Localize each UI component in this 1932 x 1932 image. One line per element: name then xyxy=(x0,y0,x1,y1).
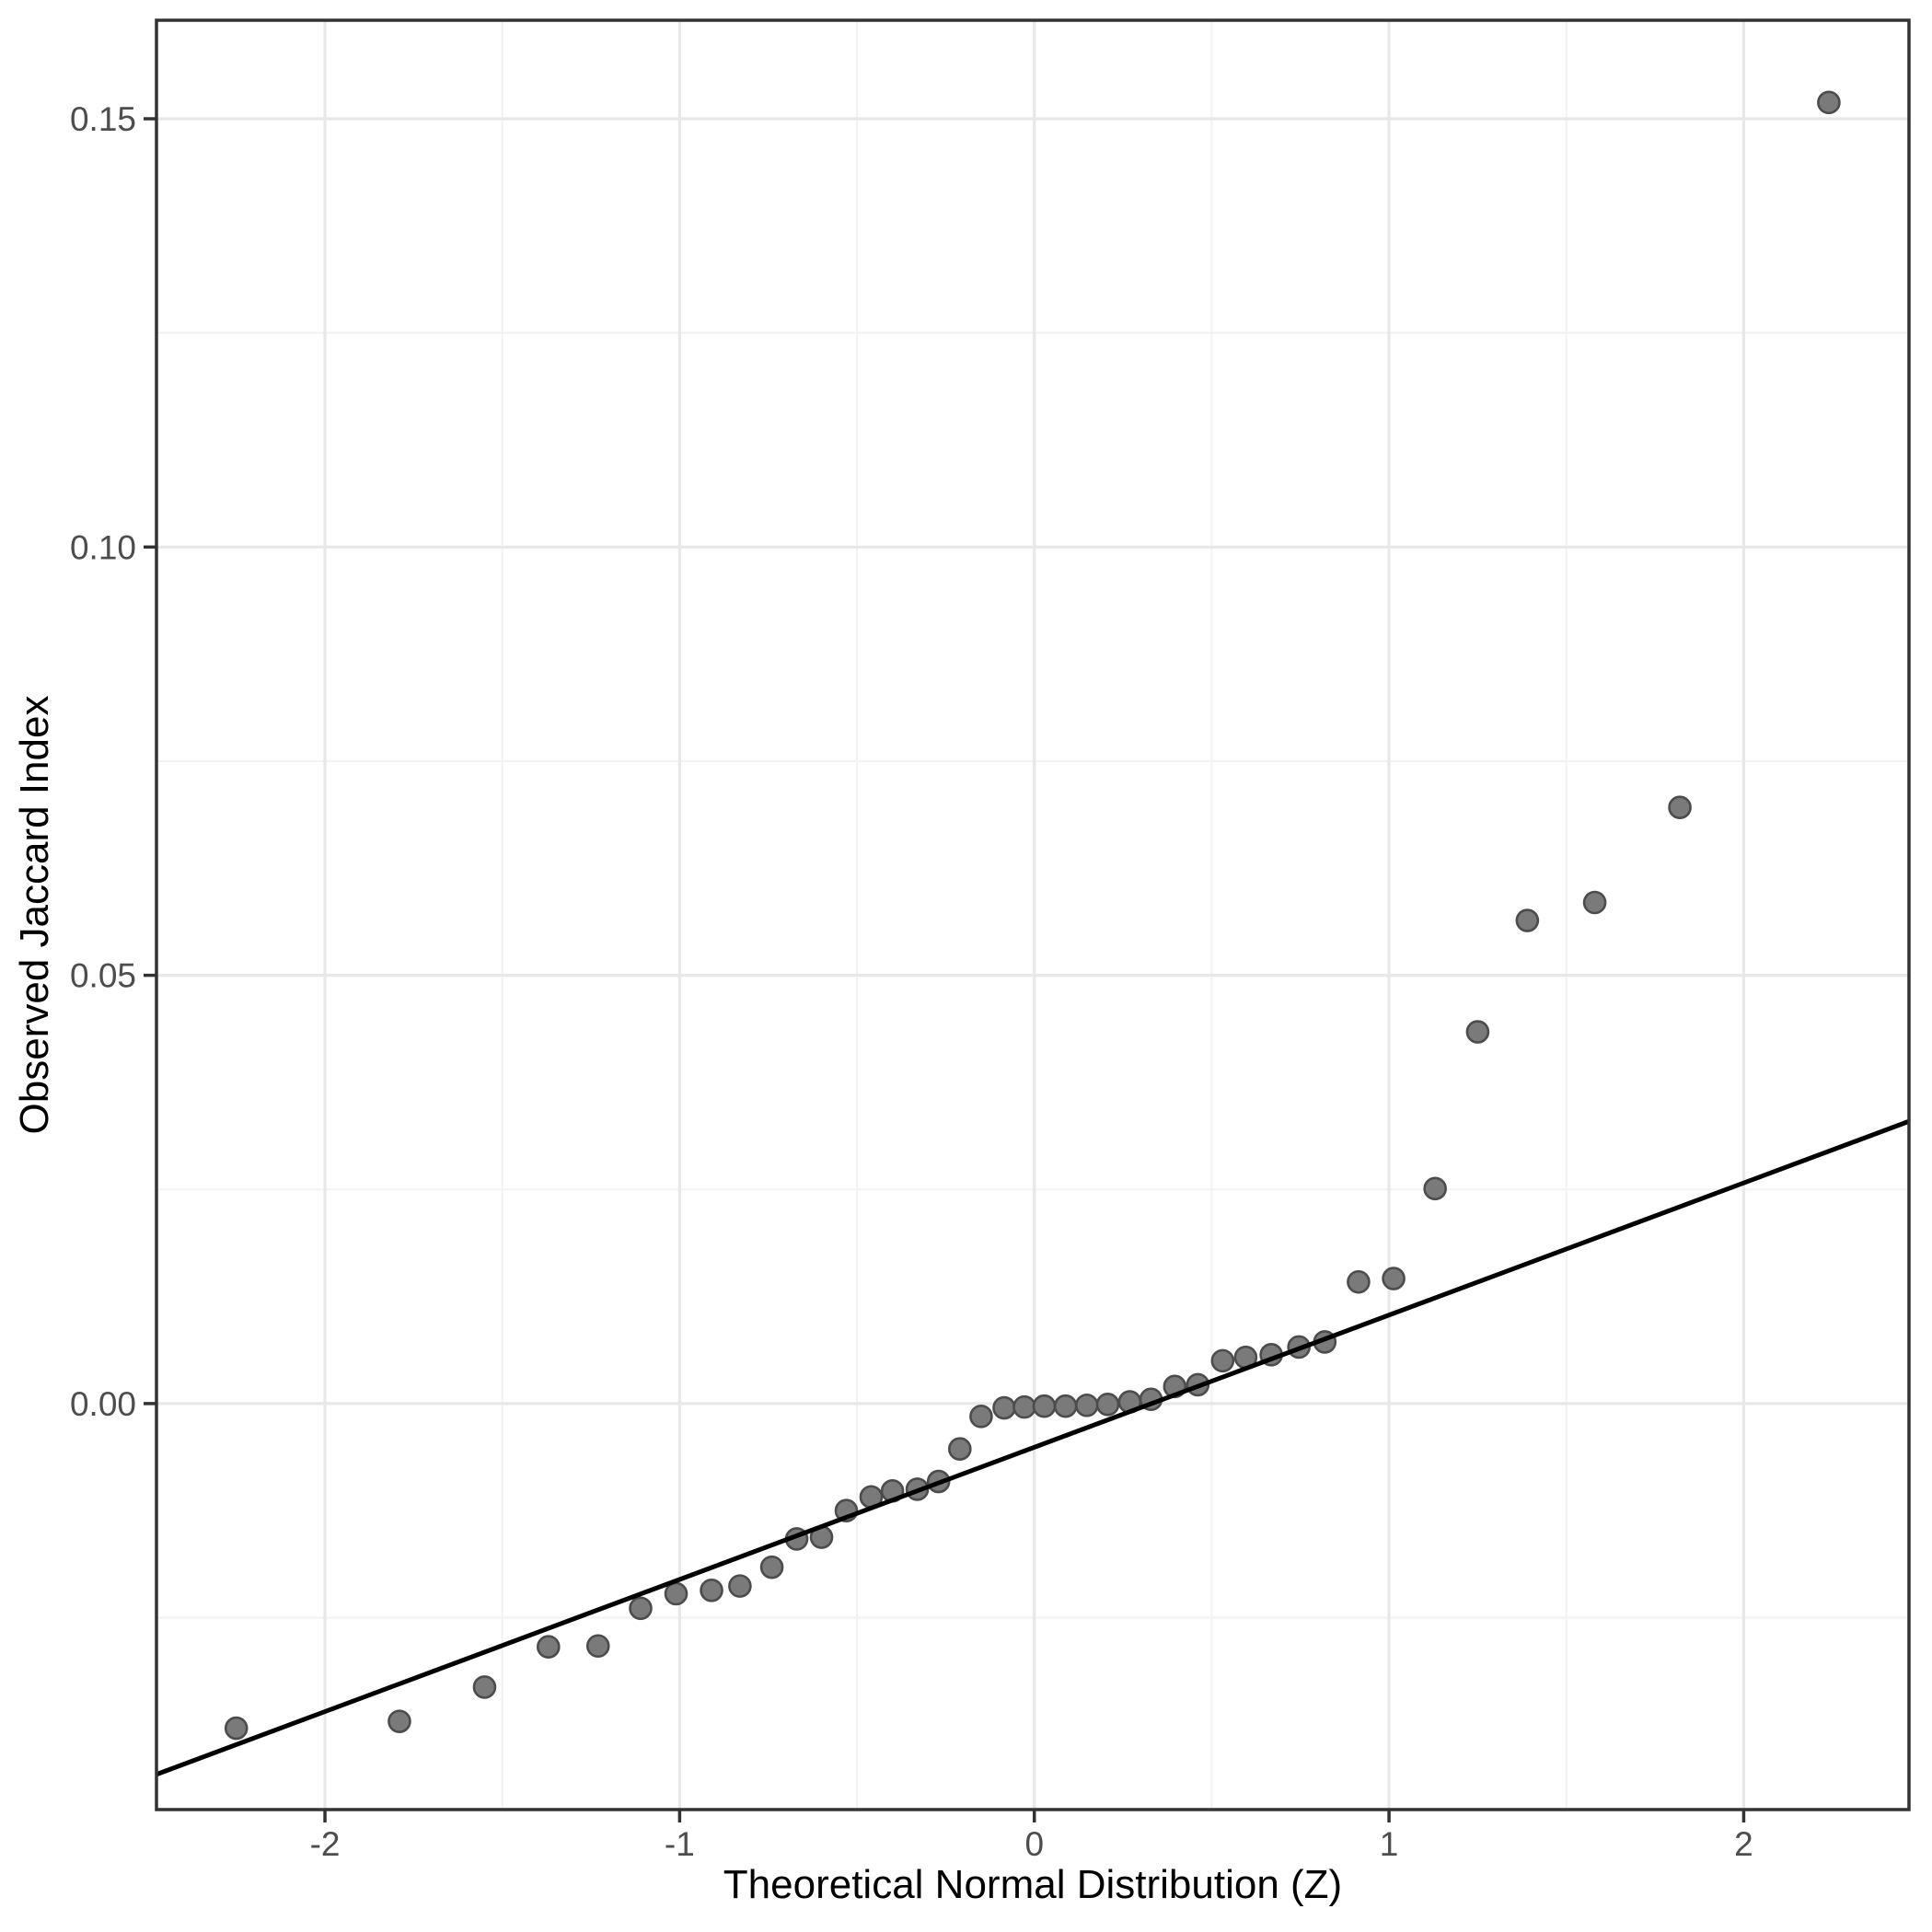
data-points xyxy=(224,90,1841,1741)
data-point xyxy=(992,1395,1016,1420)
data-point xyxy=(728,1574,752,1598)
x-tick-label: 2 xyxy=(1734,1825,1753,1863)
data-point xyxy=(1668,795,1692,820)
data-point xyxy=(1095,1393,1120,1417)
y-tick-label: 0.05 xyxy=(70,957,136,995)
data-point xyxy=(388,1709,411,1733)
data-point xyxy=(1382,1267,1406,1290)
y-tick-label: 0.00 xyxy=(70,1385,136,1423)
minor-gridlines xyxy=(156,20,1909,1810)
x-tick-label: 0 xyxy=(1024,1825,1044,1863)
data-point xyxy=(1582,890,1607,915)
panel-border xyxy=(155,18,1911,1811)
x-tick-label: 1 xyxy=(1380,1825,1399,1863)
data-point xyxy=(585,1634,610,1659)
data-point xyxy=(1210,1348,1235,1373)
data-point xyxy=(472,1675,497,1699)
x-axis-tick-labels: -2 -1 0 1 2 xyxy=(310,1825,1753,1863)
reference-line xyxy=(156,1118,1910,1777)
data-point xyxy=(1053,1394,1078,1418)
y-tick-label: 0.15 xyxy=(70,100,136,138)
x-axis-title: Theoretical Normal Distribution (Z) xyxy=(723,1862,1342,1907)
data-point xyxy=(759,1555,784,1579)
x-tick-label: -2 xyxy=(310,1825,341,1863)
data-point xyxy=(948,1437,972,1462)
x-tick-label: -1 xyxy=(665,1825,695,1863)
y-axis-title: Observed Jaccard Index xyxy=(12,696,57,1135)
data-point xyxy=(1423,1176,1447,1201)
data-point xyxy=(629,1596,653,1621)
data-point xyxy=(1465,1020,1490,1044)
data-point xyxy=(1032,1394,1057,1418)
y-axis-tick-labels: 0.00 0.05 0.10 0.15 xyxy=(70,100,136,1423)
data-point xyxy=(664,1581,688,1606)
data-point xyxy=(1347,1269,1371,1294)
data-point xyxy=(969,1405,993,1429)
data-point xyxy=(224,1716,249,1741)
data-point xyxy=(1012,1394,1036,1419)
y-tick-label: 0.10 xyxy=(70,528,136,566)
data-point xyxy=(700,1578,723,1602)
axis-tick-marks xyxy=(144,117,1746,1822)
major-gridlines xyxy=(156,20,1909,1810)
data-point xyxy=(537,1635,561,1659)
data-point xyxy=(1817,90,1841,115)
data-point xyxy=(1074,1393,1099,1417)
data-point xyxy=(1515,908,1540,932)
